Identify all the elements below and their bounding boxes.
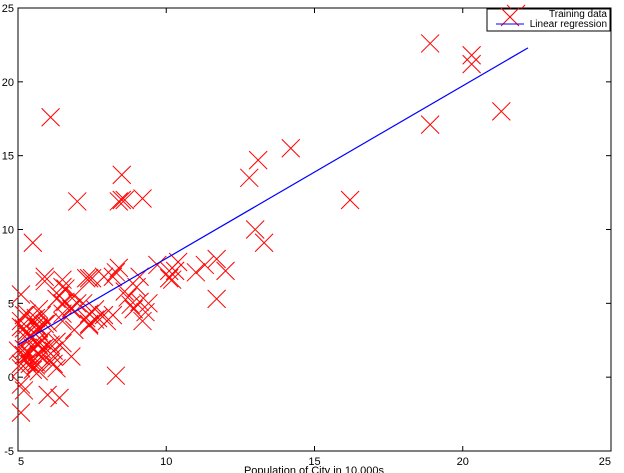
data-point xyxy=(56,279,75,298)
data-point xyxy=(53,333,72,353)
data-point xyxy=(420,34,440,53)
data-point xyxy=(79,314,99,334)
data-point xyxy=(103,267,123,287)
data-point xyxy=(50,388,69,408)
data-point xyxy=(14,381,34,400)
y-tick-label: 0 xyxy=(8,372,14,384)
data-point xyxy=(118,288,138,307)
data-point xyxy=(462,45,481,65)
data-point xyxy=(106,366,126,386)
x-tick-label: 25 xyxy=(599,456,611,468)
data-point xyxy=(76,268,96,288)
data-point xyxy=(106,262,126,282)
regression-line xyxy=(17,47,529,346)
legend-box xyxy=(486,8,611,32)
x-axis-label: Population of City in 10,000s xyxy=(244,465,385,473)
data-point xyxy=(14,345,34,365)
data-point xyxy=(248,150,268,170)
x-tick-label: 10 xyxy=(160,456,172,468)
data-point xyxy=(56,292,75,312)
data-point xyxy=(14,319,34,338)
data-point xyxy=(133,189,152,208)
data-point xyxy=(11,285,31,304)
data-point xyxy=(23,338,43,357)
data-point xyxy=(340,190,360,210)
data-point xyxy=(11,311,31,331)
data-point xyxy=(195,255,215,275)
data-point xyxy=(420,115,440,135)
y-tick-label: 25 xyxy=(2,3,14,15)
x-axis-ticks: 5 10 15 20 25 xyxy=(17,8,612,468)
data-point xyxy=(133,311,152,331)
y-tick-label: 20 xyxy=(2,77,14,89)
data-point xyxy=(38,385,58,405)
data-point xyxy=(11,375,31,394)
data-point xyxy=(245,220,265,239)
legend: Training data Linear regression xyxy=(486,7,611,32)
data-point xyxy=(462,54,481,74)
data-point xyxy=(207,289,227,309)
data-point xyxy=(112,190,132,210)
y-tick-label: -5 xyxy=(4,446,14,458)
data-point xyxy=(41,335,60,355)
data-point xyxy=(216,261,235,281)
data-point xyxy=(23,233,43,253)
data-point xyxy=(207,249,227,269)
data-point xyxy=(239,168,259,188)
data-point xyxy=(94,267,114,287)
data-point xyxy=(115,190,135,210)
legend-label-training-data: Training data xyxy=(549,9,607,20)
data-point xyxy=(44,354,63,374)
data-point xyxy=(162,270,182,290)
x-tick-label: 15 xyxy=(308,456,320,468)
data-point xyxy=(112,165,132,185)
data-point xyxy=(20,354,40,374)
legend-label-linear-regression: Linear regression xyxy=(530,19,607,30)
x-tick-label: 5 xyxy=(18,456,24,468)
data-point xyxy=(121,295,141,315)
data-point xyxy=(20,344,40,363)
data-point xyxy=(79,268,99,288)
data-point xyxy=(64,286,84,306)
data-point xyxy=(491,102,511,121)
data-point xyxy=(23,360,43,380)
data-point xyxy=(168,252,188,272)
data-point xyxy=(11,403,31,422)
data-point xyxy=(53,304,72,324)
data-point xyxy=(85,310,105,329)
data-point xyxy=(41,107,60,127)
data-point xyxy=(109,192,129,211)
data-point xyxy=(500,7,520,27)
legend-x-marker xyxy=(500,7,520,27)
data-point xyxy=(35,267,55,287)
data-point xyxy=(124,299,143,319)
data-point xyxy=(82,268,102,288)
data-point xyxy=(32,305,52,325)
regression-line-group xyxy=(17,47,529,346)
data-point xyxy=(109,258,129,278)
data-point xyxy=(254,233,274,253)
y-axis-ticks: -5 0 5 10 15 20 25 xyxy=(2,3,611,458)
y-tick-label: 15 xyxy=(2,151,14,163)
x-tick-label: 20 xyxy=(457,456,469,468)
data-point xyxy=(127,277,146,297)
data-point xyxy=(41,353,60,372)
data-point xyxy=(159,268,179,288)
data-point xyxy=(14,305,34,325)
data-point xyxy=(14,339,34,359)
data-point xyxy=(186,262,206,282)
data-point xyxy=(281,138,301,158)
data-point xyxy=(94,305,114,325)
data-point xyxy=(11,358,31,378)
data-point xyxy=(67,192,87,211)
y-tick-label: 5 xyxy=(8,298,14,310)
data-point xyxy=(29,299,49,319)
data-point xyxy=(73,293,93,313)
y-tick-label: 10 xyxy=(2,225,14,237)
data-point xyxy=(62,299,81,319)
data-point xyxy=(44,347,63,366)
data-point xyxy=(44,341,63,360)
